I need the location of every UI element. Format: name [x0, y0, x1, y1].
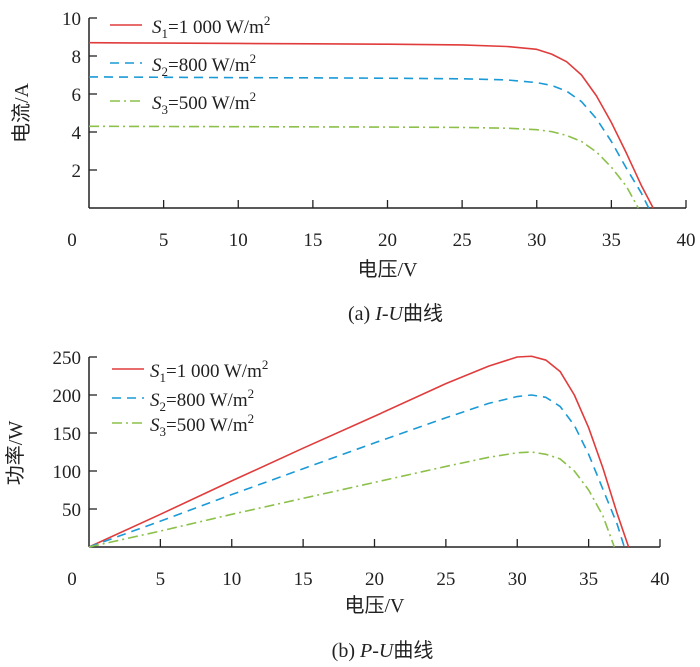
x-tick-label: 40: [651, 569, 670, 590]
legend-label-0: S1=1 000 W/m2: [152, 13, 270, 41]
legend-sup: 2: [248, 386, 255, 401]
legend-label-1: S2=800 W/m2: [150, 386, 254, 414]
legend-sup: 2: [250, 51, 257, 66]
y-tick-label: 250: [53, 348, 82, 369]
legend-rest: =500 W/m: [166, 415, 248, 436]
legend-s: S: [150, 361, 160, 382]
x-tick-label: 15: [303, 230, 322, 251]
chart-0: 0 5 10 15 20 25 30 35 40 2 4 6 8 10 电压/V 电流/A (a) I-U曲线 S…: [10, 9, 696, 325]
y-tick-label: 2: [72, 161, 82, 182]
x-tick-label: 30: [527, 230, 546, 251]
caption: (a) I-U曲线: [348, 302, 443, 325]
x-tick-label: 40: [677, 230, 696, 251]
caption-prefix: (a): [348, 303, 375, 325]
legend-sub: 3: [162, 102, 169, 117]
legend-rest: =800 W/m: [168, 55, 250, 76]
legend-sup: 2: [248, 411, 255, 426]
x-tick-label: 0: [67, 230, 77, 251]
y-tick-label: 4: [72, 123, 82, 144]
series-line-2: [88, 451, 616, 548]
x-tick-label: 20: [378, 230, 397, 251]
legend-rest: =1 000 W/m: [168, 17, 264, 38]
legend-label-2: S3=500 W/m2: [150, 411, 254, 439]
x-tick-label: 25: [453, 230, 472, 251]
legend-sub: 2: [162, 64, 169, 79]
y-tick-label: 100: [53, 462, 82, 483]
legend-s: S: [152, 93, 162, 114]
legend-s: S: [150, 390, 160, 411]
series-line-0: [88, 41, 654, 209]
x-tick-label: 25: [436, 569, 455, 590]
legend-sup: 2: [264, 13, 271, 28]
legend-s: S: [152, 17, 162, 38]
x-tick-label: 5: [156, 569, 166, 590]
series-line-1: [88, 76, 650, 209]
x-tick-label: 30: [508, 569, 527, 590]
y-axis-label: 电流/A: [10, 82, 33, 143]
y-axis-label: 功率/W: [4, 421, 27, 486]
caption-italic: P-U: [359, 640, 395, 662]
legend-label-1: S2=800 W/m2: [152, 51, 256, 79]
caption-prefix: (b): [332, 640, 360, 662]
caption-suffix: 曲线: [403, 302, 443, 325]
x-tick-label: 35: [602, 230, 621, 251]
legend-rest: =800 W/m: [166, 390, 248, 411]
legend-sub: 3: [160, 424, 167, 439]
y-tick-label: 6: [72, 85, 82, 106]
caption-italic: I-U: [374, 303, 404, 325]
legend-sub: 1: [162, 26, 169, 41]
legend-sub: 2: [160, 399, 167, 414]
y-tick-label: 50: [62, 500, 81, 521]
x-tick-label: 10: [229, 230, 248, 251]
legend-sub: 1: [160, 370, 167, 385]
y-tick-label: 8: [72, 47, 82, 68]
x-axis-label: 电压/V: [358, 258, 419, 281]
legend-rest: =1 000 W/m: [166, 361, 262, 382]
series-line-0: [88, 355, 630, 548]
series-line-1: [88, 394, 626, 548]
y-tick-label: 150: [53, 424, 82, 445]
chart-1: 0 5 10 15 20 25 30 35 40 50 100 150 200 250 电压/V 功率/W (b…: [4, 348, 670, 662]
legend-rest: =500 W/m: [168, 93, 250, 114]
legend-sup: 2: [250, 89, 257, 104]
legend-sup: 2: [262, 357, 269, 372]
x-axis-label: 电压/V: [345, 594, 406, 617]
x-tick-label: 35: [579, 569, 598, 590]
legend-s: S: [152, 55, 162, 76]
legend-label-2: S3=500 W/m2: [152, 89, 256, 117]
y-tick-label: 200: [53, 386, 82, 407]
x-tick-label: 0: [67, 569, 77, 590]
series-line-2: [88, 125, 639, 209]
x-tick-label: 15: [294, 569, 313, 590]
legend-label-0: S1=1 000 W/m2: [150, 357, 268, 385]
caption: (b) P-U曲线: [332, 639, 434, 662]
x-tick-label: 5: [159, 230, 169, 251]
caption-suffix: 曲线: [393, 639, 433, 662]
legend-s: S: [150, 415, 160, 436]
y-tick-label: 10: [62, 9, 81, 30]
x-tick-label: 10: [222, 569, 241, 590]
x-tick-label: 20: [365, 569, 384, 590]
